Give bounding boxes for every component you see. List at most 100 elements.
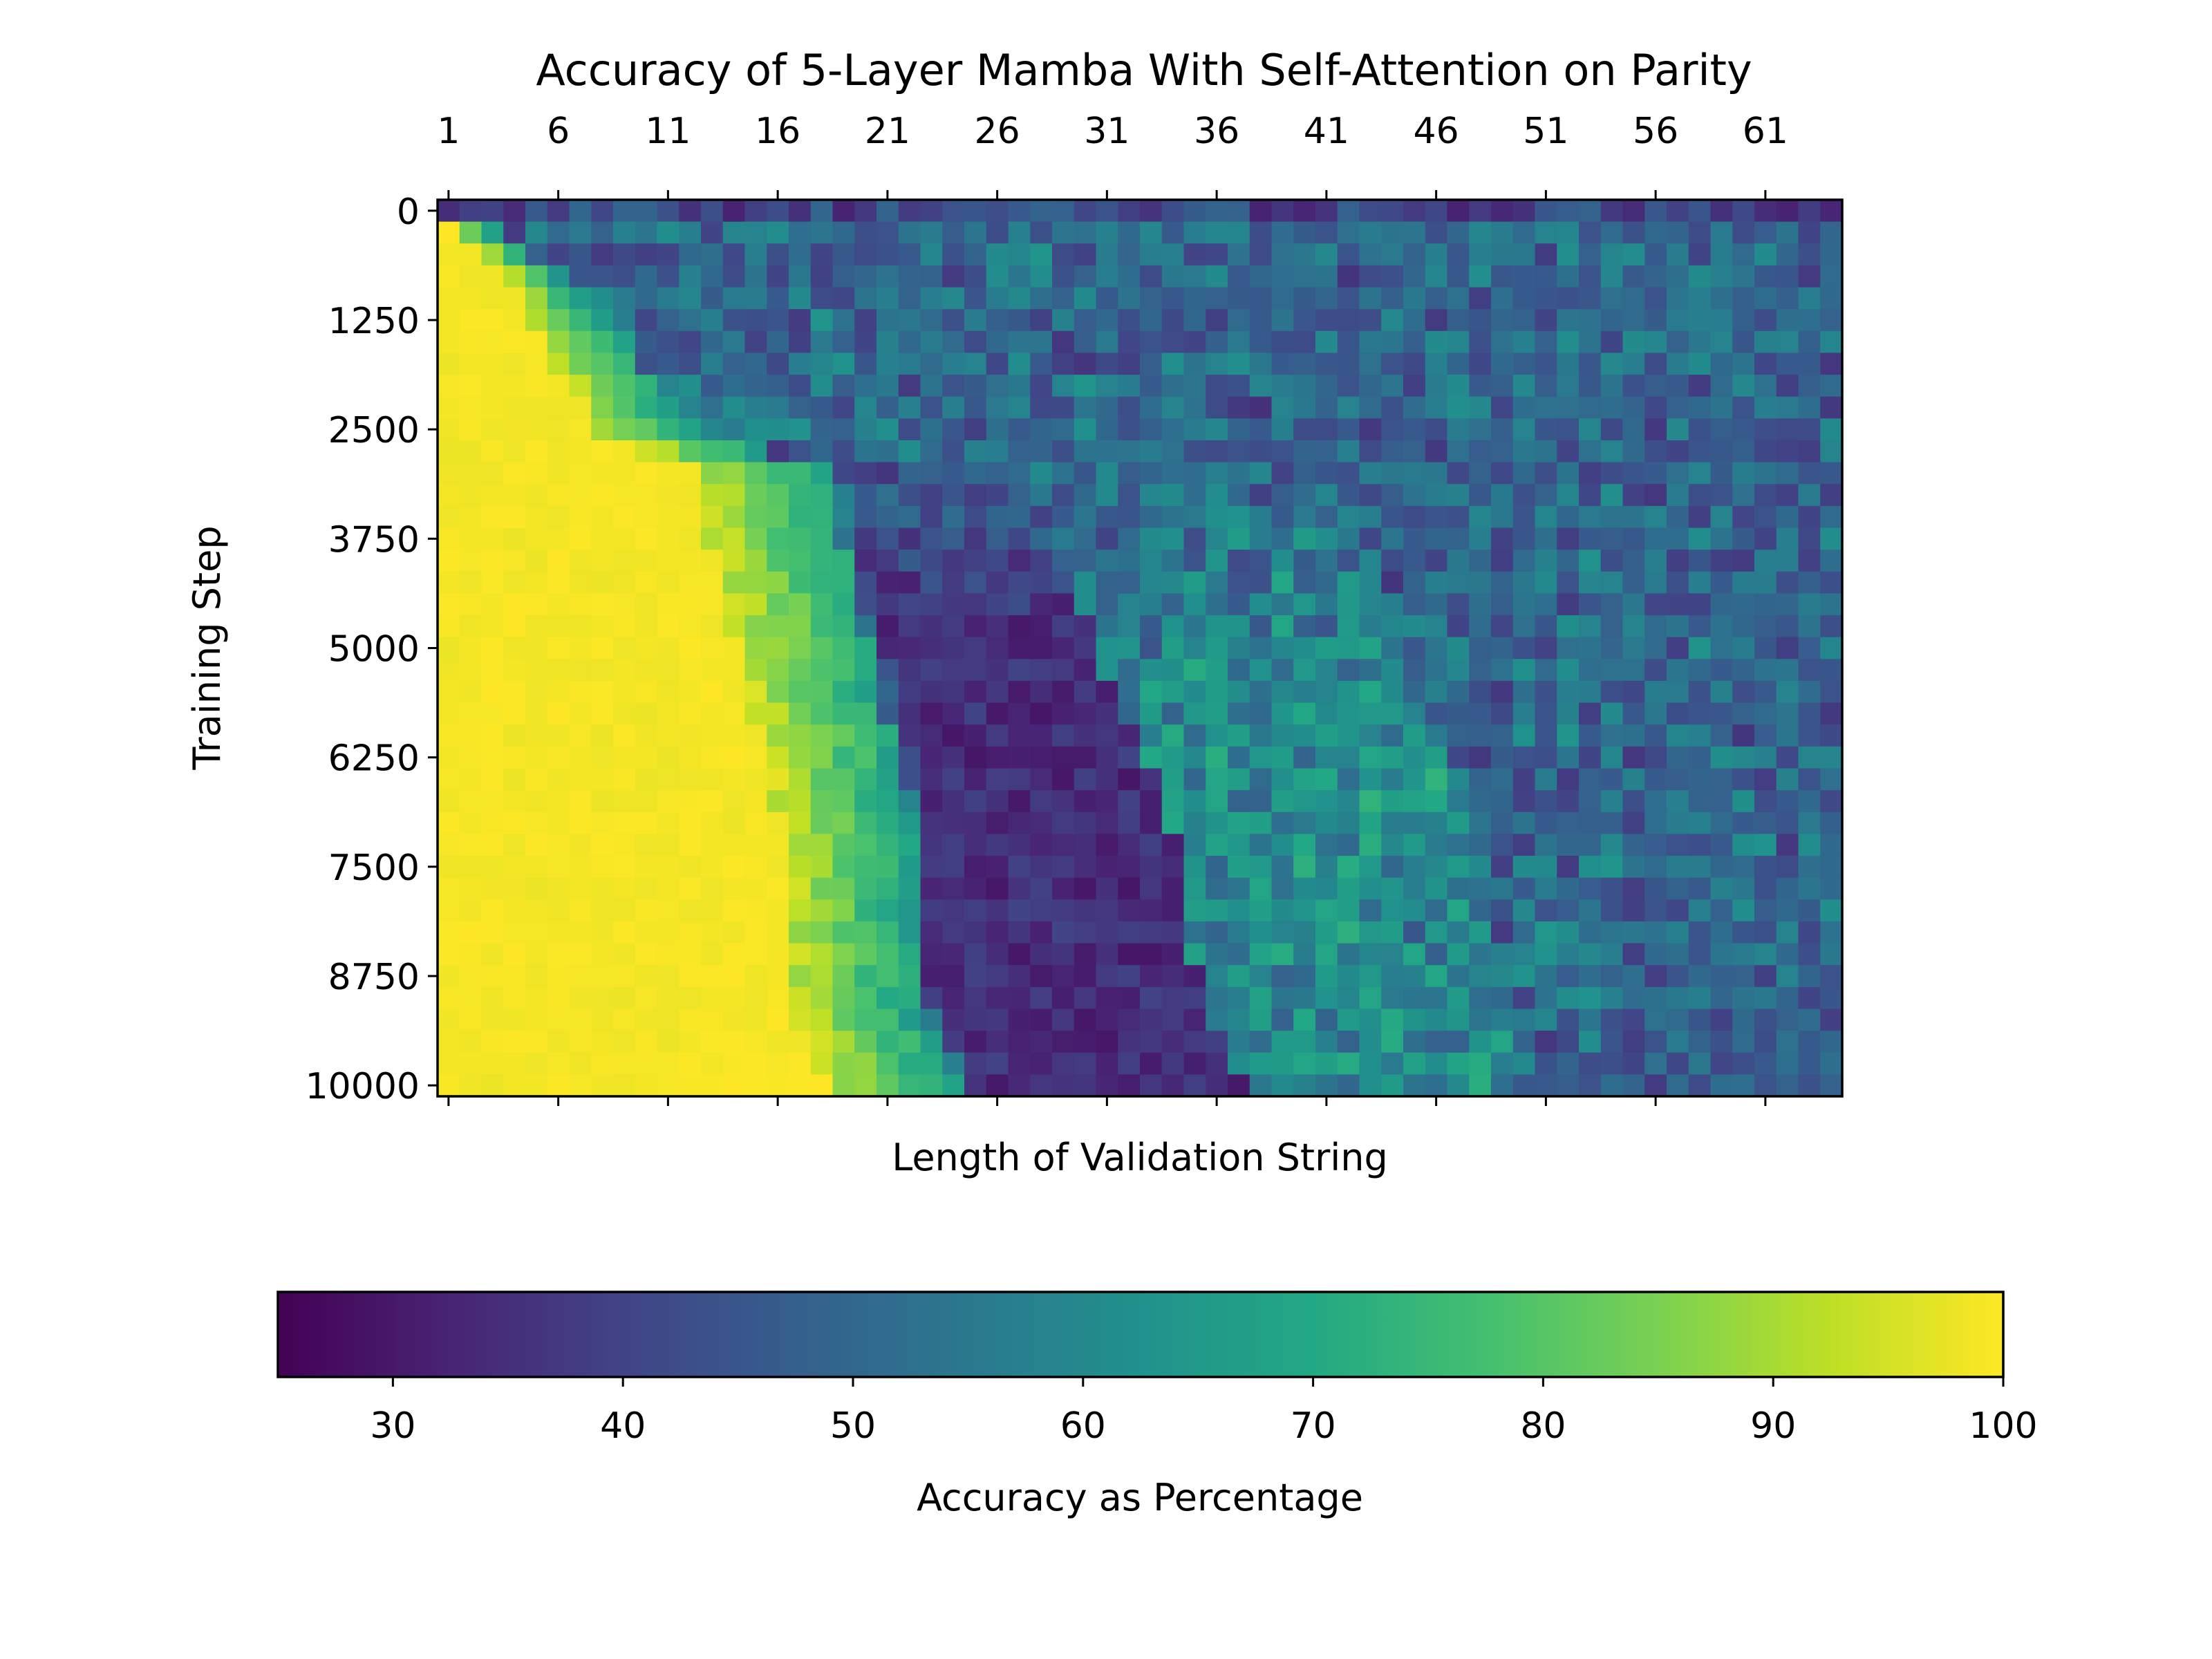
- x-axis-bottom-ticks: [447, 1096, 1767, 1106]
- heatmap-cell: [1403, 856, 1426, 879]
- heatmap-cell: [1535, 834, 1557, 856]
- heatmap-cell: [525, 484, 548, 507]
- heatmap-cell: [1118, 659, 1141, 682]
- heatmap-cell: [1118, 330, 1141, 354]
- heatmap-cell: [1535, 309, 1557, 332]
- heatmap-cell: [1206, 484, 1228, 507]
- heatmap-cell: [547, 921, 570, 944]
- heatmap-cell: [1469, 812, 1492, 834]
- heatmap-cell: [1667, 200, 1689, 223]
- heatmap-cell: [920, 571, 943, 594]
- heatmap-cell: [1512, 243, 1536, 266]
- heatmap-cell: [438, 418, 460, 441]
- heatmap-cell: [1667, 856, 1689, 879]
- heatmap-cell: [1447, 724, 1470, 747]
- heatmap-cell: [503, 484, 526, 507]
- heatmap-cell: [547, 462, 570, 485]
- heatmap-cell: [1512, 505, 1536, 529]
- heatmap-cell: [438, 309, 460, 332]
- heatmap-cell: [481, 287, 504, 310]
- heatmap-cell: [1315, 834, 1338, 856]
- heatmap-cell: [503, 877, 526, 900]
- heatmap-cell: [1337, 965, 1360, 988]
- heatmap-cell: [1600, 615, 1624, 638]
- heatmap-cell: [1293, 1074, 1316, 1097]
- heatmap-cell: [1403, 702, 1426, 725]
- heatmap-cell: [1425, 921, 1448, 944]
- heatmap-cell: [1118, 877, 1141, 900]
- heatmap-cell: [722, 768, 746, 791]
- heatmap-cell: [744, 550, 767, 572]
- heatmap-cell: [1798, 768, 1821, 791]
- heatmap-cell: [1491, 593, 1514, 616]
- heatmap-cell: [920, 921, 943, 944]
- heatmap-cell: [503, 702, 526, 725]
- heatmap-cell: [1249, 375, 1273, 397]
- heatmap-cell: [1557, 1009, 1580, 1031]
- heatmap-cell: [1140, 593, 1163, 616]
- heatmap-cell: [1271, 702, 1294, 725]
- heatmap-cell: [1118, 1074, 1141, 1097]
- heatmap-cell: [1337, 702, 1360, 725]
- heatmap-cell: [1535, 396, 1557, 419]
- heatmap-cell: [1030, 200, 1053, 223]
- heatmap-cell: [679, 877, 702, 900]
- heatmap-cell: [1798, 877, 1821, 900]
- heatmap-cell: [701, 812, 724, 834]
- heatmap-cell: [1140, 812, 1163, 834]
- heatmap-cell: [854, 353, 877, 375]
- heatmap-cell: [1512, 702, 1536, 725]
- heatmap-cell: [1600, 287, 1624, 310]
- heatmap-cell: [1008, 834, 1031, 856]
- heatmap-cell: [1667, 243, 1689, 266]
- heatmap-cell: [1512, 287, 1536, 310]
- heatmap-cell: [1644, 986, 1667, 1010]
- heatmap-cell: [591, 505, 614, 529]
- heatmap-cell: [1622, 462, 1645, 485]
- heatmap-cell: [459, 637, 482, 659]
- heatmap-cell: [877, 615, 899, 638]
- heatmap-cell: [1820, 702, 1843, 725]
- heatmap-cell: [525, 834, 548, 856]
- heatmap-cell: [1030, 593, 1053, 616]
- heatmap-cell: [701, 462, 724, 485]
- heatmap-cell: [1557, 899, 1580, 922]
- heatmap-cell: [964, 353, 987, 375]
- heatmap-cell: [1381, 550, 1404, 572]
- heatmap-cell: [1491, 877, 1514, 900]
- heatmap-cell: [767, 221, 789, 244]
- heatmap-cell: [1579, 1009, 1602, 1031]
- heatmap-cell: [1710, 724, 1733, 747]
- heatmap-cell: [1161, 615, 1185, 638]
- heatmap-cell: [1622, 330, 1645, 354]
- heatmap-cell: [1052, 243, 1075, 266]
- heatmap-cell: [854, 396, 877, 419]
- heatmap-cell: [1710, 418, 1733, 441]
- heatmap-cell: [1140, 309, 1163, 332]
- heatmap-cell: [1491, 856, 1514, 879]
- heatmap-cell: [1710, 221, 1733, 244]
- heatmap-cell: [1381, 527, 1404, 550]
- heatmap-cell: [1008, 702, 1031, 725]
- heatmap-cell: [1622, 265, 1645, 288]
- heatmap-cell: [964, 965, 987, 988]
- heatmap-cell: [569, 965, 592, 988]
- heatmap-cell: [810, 505, 834, 529]
- heatmap-cell: [1183, 724, 1206, 747]
- heatmap-cell: [1403, 440, 1426, 463]
- heatmap-cell: [1732, 375, 1755, 397]
- heatmap-cell: [1074, 615, 1097, 638]
- heatmap-cell: [591, 812, 614, 834]
- heatmap-cell: [1754, 899, 1777, 922]
- heatmap-cell: [1249, 1052, 1273, 1075]
- heatmap-cell: [1557, 418, 1580, 441]
- heatmap-cell: [1161, 899, 1185, 922]
- heatmap-cell: [1359, 353, 1382, 375]
- heatmap-cell: [657, 593, 679, 616]
- heatmap-cell: [1754, 484, 1777, 507]
- heatmap-cell: [789, 877, 812, 900]
- heatmap-cell: [1140, 243, 1163, 266]
- heatmap-cell: [1512, 834, 1536, 856]
- heatmap-cell: [1315, 790, 1338, 813]
- heatmap-cell: [547, 265, 570, 288]
